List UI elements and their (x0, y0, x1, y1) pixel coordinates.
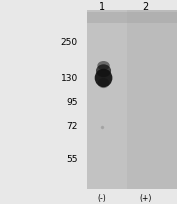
Text: 55: 55 (66, 155, 78, 164)
Text: 72: 72 (67, 121, 78, 130)
Text: 250: 250 (61, 37, 78, 46)
Text: 130: 130 (61, 74, 78, 83)
Text: (+): (+) (139, 193, 151, 202)
Text: (-): (-) (97, 193, 106, 202)
Ellipse shape (95, 69, 112, 88)
Ellipse shape (98, 79, 109, 89)
Text: 1: 1 (99, 2, 105, 12)
Bar (127, 11, 177, 189)
Text: 95: 95 (66, 98, 78, 106)
Bar (87, 11, 177, 189)
Ellipse shape (97, 62, 110, 71)
Bar (87, 13, 177, 23)
Text: 2: 2 (142, 2, 148, 12)
Ellipse shape (96, 65, 111, 78)
Bar (87, 11, 127, 189)
